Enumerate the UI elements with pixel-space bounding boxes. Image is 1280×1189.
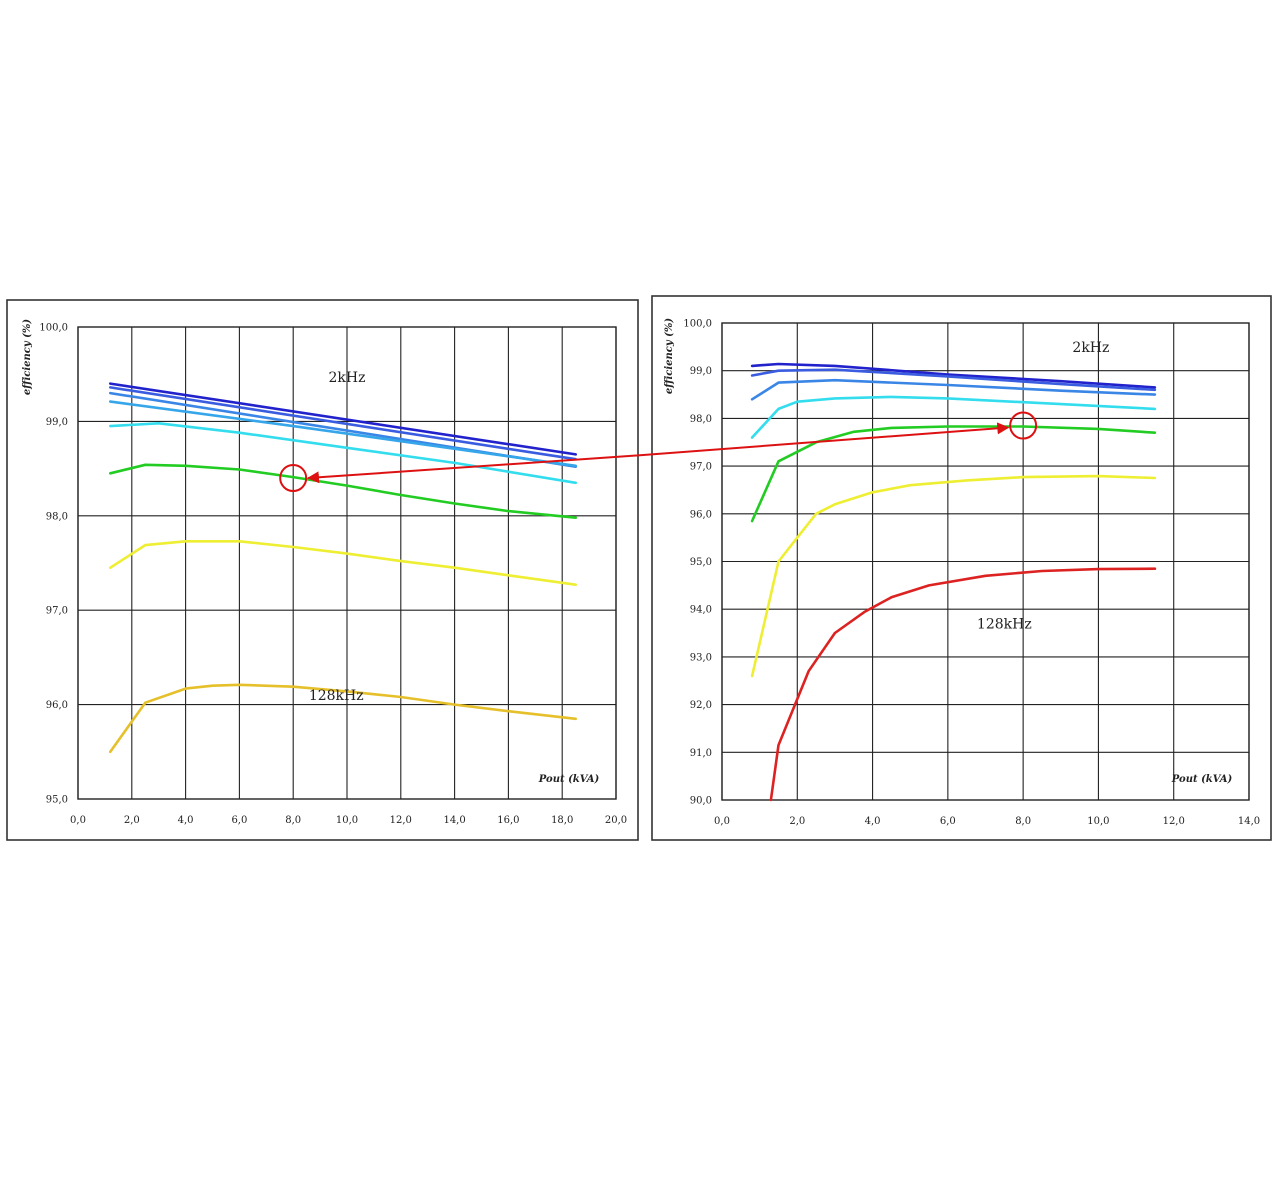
series-line-5 — [109, 463, 578, 520]
y-tick-label: 97,0 — [690, 462, 712, 473]
plot-area-border — [721, 322, 1250, 801]
y-tick-label: 95,0 — [690, 557, 712, 568]
y-tick-label: 100,0 — [683, 319, 712, 330]
x-tick-label: 10,0 — [336, 815, 358, 826]
series-line-6 — [769, 567, 1157, 802]
chart-frame — [6, 299, 639, 841]
series-line-3 — [109, 400, 578, 468]
series-line-1 — [109, 386, 578, 461]
chart-right: 0,0 2,0 4,0 6,0 8,0 10,0 12,0 14,0 90,0 91,0 92,0 9… — [651, 295, 1272, 841]
highlight-circle — [279, 464, 308, 493]
y-axis-label: efficiency (%) — [664, 318, 675, 395]
x-tick-label: 6,0 — [940, 816, 956, 827]
y-tick-label: 92,0 — [690, 700, 712, 711]
y-tick-label: 99,0 — [46, 417, 68, 428]
x-tick-label: 18,0 — [551, 815, 573, 826]
x-tick-label: 12,0 — [1163, 816, 1185, 827]
x-tick-label: 14,0 — [443, 815, 465, 826]
x-tick-label: 6,0 — [231, 815, 247, 826]
annotation-label: 128kHz — [309, 688, 364, 704]
y-tick-label: 91,0 — [690, 748, 712, 759]
chart-left: 0,0 2,0 4,0 6,0 8,0 10,0 12,0 14,0 16,0 18,0 20,0 9… — [6, 299, 639, 841]
series-line-7 — [109, 683, 578, 754]
y-tick-label: 96,0 — [46, 700, 68, 711]
series-line-6 — [109, 539, 578, 587]
annotation-label: 2kHz — [1072, 340, 1109, 356]
series-line-0 — [109, 382, 578, 456]
x-axis-label: Pout (kVA) — [1171, 774, 1233, 785]
y-tick-label: 93,0 — [690, 652, 712, 663]
y-tick-label: 100,0 — [39, 323, 68, 334]
y-tick-label: 95,0 — [46, 795, 68, 806]
x-tick-label: 0,0 — [70, 815, 86, 826]
x-axis-label: Pout (kVA) — [538, 774, 600, 785]
series-line-3 — [750, 395, 1157, 439]
x-tick-label: 8,0 — [285, 815, 301, 826]
series-line-1 — [750, 368, 1157, 392]
x-tick-label: 8,0 — [1015, 816, 1031, 827]
x-tick-label: 2,0 — [789, 816, 805, 827]
x-tick-label: 10,0 — [1087, 816, 1109, 827]
x-tick-label: 14,0 — [1238, 816, 1260, 827]
annotation-label: 128kHz — [977, 617, 1032, 633]
y-tick-label: 99,0 — [690, 366, 712, 377]
y-axis-label: efficiency (%) — [22, 319, 33, 396]
plot-area-border — [77, 326, 617, 800]
arrow-to-left-marker — [307, 455, 630, 484]
x-tick-label: 4,0 — [865, 816, 881, 827]
y-tick-label: 94,0 — [690, 605, 712, 616]
x-tick-label: 4,0 — [178, 815, 194, 826]
x-tick-label: 12,0 — [390, 815, 412, 826]
y-tick-label: 90,0 — [690, 796, 712, 807]
highlight-circle — [1009, 411, 1038, 440]
y-tick-label: 96,0 — [690, 509, 712, 520]
arrow-to-right-marker — [628, 422, 1010, 458]
series-line-4 — [750, 425, 1157, 523]
x-tick-label: 2,0 — [124, 815, 140, 826]
y-tick-label: 98,0 — [690, 414, 712, 425]
x-tick-label: 16,0 — [497, 815, 519, 826]
series-group — [750, 362, 1157, 802]
overlay-arrows — [307, 422, 1010, 484]
series-line-0 — [750, 362, 1157, 389]
series-line-5 — [750, 474, 1157, 678]
y-tick-label: 97,0 — [46, 606, 68, 617]
series-line-2 — [750, 378, 1157, 401]
x-tick-label: 0,0 — [714, 816, 730, 827]
annotation-label: 2kHz — [329, 370, 366, 386]
x-tick-label: 20,0 — [605, 815, 627, 826]
y-tick-label: 98,0 — [46, 511, 68, 522]
